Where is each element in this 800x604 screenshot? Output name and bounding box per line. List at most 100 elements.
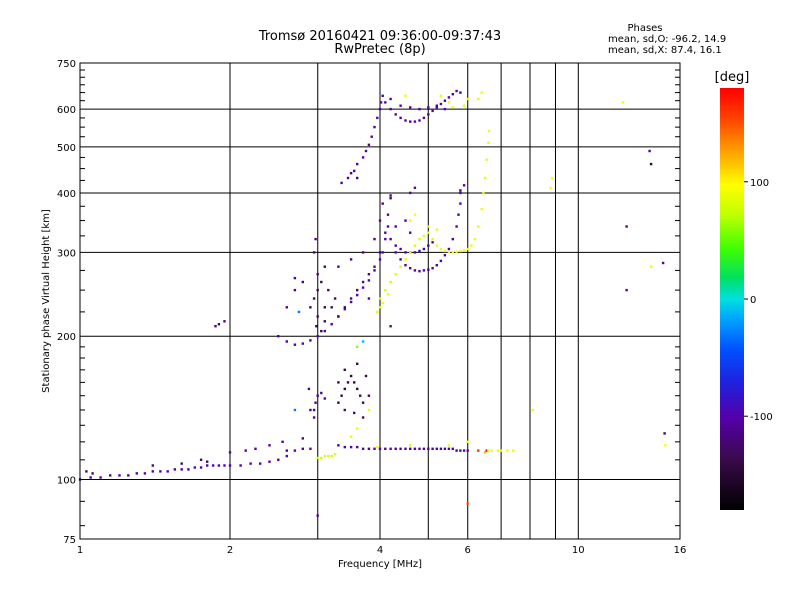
data-point (316, 514, 319, 517)
data-point (490, 449, 493, 452)
data-point (239, 464, 242, 467)
data-point (418, 107, 421, 111)
data-point (404, 251, 407, 254)
data-point (228, 451, 232, 454)
data-point (413, 213, 417, 216)
data-point (353, 169, 356, 173)
data-point (404, 219, 407, 222)
data-point (435, 104, 438, 107)
data-point (409, 267, 412, 270)
stats-line-x: mean, sd,X: 87.4, 16.1 (608, 45, 722, 56)
data-point (413, 447, 417, 450)
data-point (316, 273, 319, 276)
data-point (327, 454, 330, 458)
data-point (466, 502, 469, 505)
data-point (418, 249, 421, 253)
data-point (206, 464, 209, 467)
data-point (293, 449, 297, 452)
data-point (337, 401, 340, 404)
data-point (451, 93, 454, 96)
data-point (316, 456, 319, 460)
data-point (418, 270, 421, 273)
data-point (356, 387, 359, 391)
data-point (384, 237, 387, 241)
data-point (409, 447, 412, 450)
data-point (447, 251, 451, 254)
data-point (367, 408, 371, 412)
data-point (320, 391, 323, 395)
data-point (404, 264, 407, 267)
data-point (549, 186, 552, 189)
data-point (451, 237, 454, 241)
data-point (431, 237, 434, 241)
data-point (455, 89, 458, 93)
data-point (435, 264, 438, 267)
data-point (399, 265, 402, 268)
data-point (625, 288, 628, 292)
data-point (301, 342, 304, 345)
data-point (309, 408, 312, 412)
data-point (399, 247, 402, 251)
data-point (378, 251, 382, 254)
data-point (427, 113, 430, 116)
data-point (361, 280, 365, 284)
data-point (367, 279, 371, 282)
data-point (422, 269, 426, 272)
data-point (376, 116, 379, 120)
data-point (356, 427, 359, 430)
data-point (159, 470, 162, 473)
data-point (394, 273, 397, 276)
data-point (499, 449, 503, 452)
data-point (399, 258, 402, 261)
data-point (418, 119, 421, 122)
data-point (285, 454, 288, 458)
data-point (477, 97, 480, 101)
data-point (381, 94, 384, 97)
data-point (316, 288, 319, 292)
data-point (447, 247, 451, 251)
data-point (451, 251, 454, 254)
data-point (293, 288, 297, 292)
data-point (409, 106, 412, 109)
data-point (193, 466, 196, 469)
data-point (413, 186, 417, 189)
data-point (316, 394, 319, 397)
x-tick-label: 16 (674, 545, 687, 556)
data-point (404, 94, 407, 97)
data-point (409, 191, 412, 195)
data-point (373, 125, 376, 129)
data-point (323, 454, 326, 458)
data-point (364, 149, 368, 153)
data-point (333, 297, 337, 300)
data-point (151, 470, 154, 473)
data-point (343, 308, 346, 311)
data-point (427, 231, 430, 234)
data-point (187, 468, 190, 471)
data-point (447, 96, 451, 99)
data-point (373, 237, 376, 241)
data-point (422, 447, 426, 450)
data-point (384, 288, 387, 292)
data-point (427, 268, 430, 271)
data-point (337, 381, 340, 384)
data-point (85, 470, 88, 473)
data-point (664, 444, 667, 447)
data-point (199, 458, 203, 461)
data-point (487, 141, 490, 144)
data-point (285, 449, 288, 452)
data-point (386, 225, 390, 228)
data-point (349, 258, 353, 261)
data-point (431, 109, 434, 113)
data-point (343, 368, 346, 371)
data-point (443, 249, 447, 253)
data-point (361, 401, 365, 404)
data-point (389, 280, 392, 284)
data-point (531, 408, 534, 412)
data-point (151, 464, 154, 467)
data-point (323, 397, 326, 400)
colorbar-tick-label: 0 (750, 295, 756, 306)
data-point (180, 468, 183, 471)
data-point (367, 273, 371, 276)
stats-header: Phases (627, 23, 662, 34)
